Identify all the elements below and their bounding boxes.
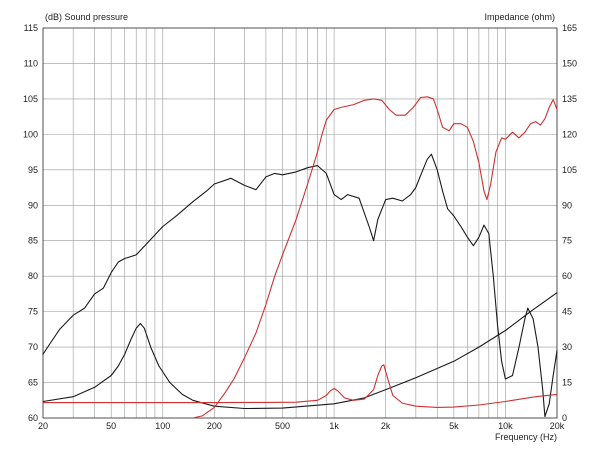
y-right-tick-label: 75 <box>562 236 572 246</box>
y-right-tick-label: 105 <box>562 165 577 175</box>
x-axis-title: Frequency (Hz) <box>495 432 557 442</box>
x-tick-label: 20k <box>550 421 565 431</box>
y-right-axis-title: Impedance (ohm) <box>484 12 555 22</box>
x-tick-label: 2k <box>381 421 391 431</box>
x-tick-label: 20 <box>38 421 48 431</box>
series-line-spl_black <box>42 153 558 418</box>
y-right-tick-label: 60 <box>562 271 572 281</box>
x-tick-label: 50 <box>106 421 116 431</box>
y-right-tick-label: 45 <box>562 307 572 317</box>
x-tick-label: 5k <box>449 421 459 431</box>
y-left-tick-label: 70 <box>28 342 38 352</box>
y-right-tick-label: 15 <box>562 378 572 388</box>
x-tick-label: 10k <box>498 421 513 431</box>
y-right-tick-label: 165 <box>562 23 577 33</box>
y-left-tick-label: 60 <box>28 413 38 423</box>
y-right-tick-label: 135 <box>562 94 577 104</box>
y-left-tick-label: 80 <box>28 271 38 281</box>
plot-frame <box>42 27 558 419</box>
y-right-tick-label: 120 <box>562 129 577 139</box>
y-right-tick-label: 30 <box>562 342 572 352</box>
y-right-tick-label: 90 <box>562 200 572 210</box>
y-left-tick-label: 65 <box>28 378 38 388</box>
series-line-impedance_black <box>42 292 558 410</box>
y-left-tick-label: 85 <box>28 236 38 246</box>
y-left-tick-label: 105 <box>23 94 38 104</box>
y-left-axis-title: (dB) Sound pressure <box>45 12 128 22</box>
x-tick-label: 200 <box>207 421 222 431</box>
series-line-impedance_red <box>42 364 558 408</box>
y-right-tick-label: 0 <box>562 413 567 423</box>
y-left-tick-label: 75 <box>28 307 38 317</box>
y-left-tick-label: 115 <box>24 23 38 33</box>
x-tick-label: 1k <box>329 421 339 431</box>
y-left-tick-label: 95 <box>28 165 38 175</box>
series-line-spl_red <box>192 96 558 419</box>
x-tick-label: 100 <box>155 421 170 431</box>
y-left-tick-label: 100 <box>23 129 38 139</box>
y-left-tick-label: 110 <box>24 58 38 68</box>
y-left-tick-label: 90 <box>28 200 38 210</box>
x-tick-label: 500 <box>275 421 290 431</box>
y-right-tick-label: 150 <box>562 58 577 68</box>
